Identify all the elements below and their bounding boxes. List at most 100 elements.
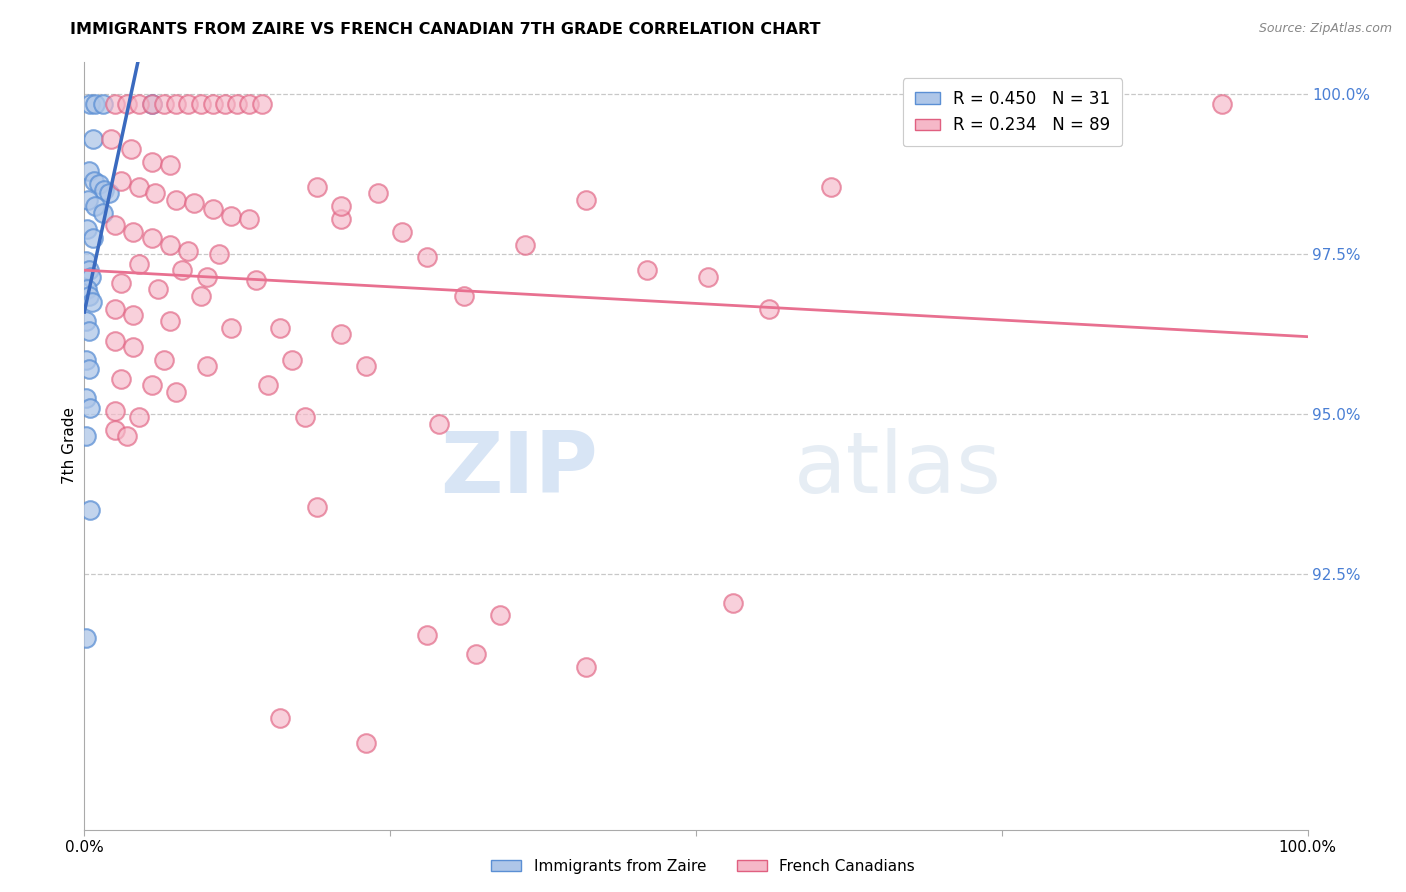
- Point: [575, 193, 598, 207]
- Point: [190, 289, 212, 303]
- Point: [354, 359, 377, 373]
- Point: [128, 410, 150, 425]
- Point: [575, 659, 598, 673]
- Point: [128, 97, 150, 112]
- Point: [110, 276, 132, 290]
- Point: [141, 97, 163, 112]
- Point: [77, 193, 100, 207]
- Point: [416, 627, 439, 641]
- Legend: Immigrants from Zaire, French Canadians: Immigrants from Zaire, French Canadians: [485, 853, 921, 880]
- Point: [257, 378, 280, 392]
- Point: [100, 132, 122, 146]
- Point: [269, 320, 291, 334]
- Point: [190, 97, 212, 112]
- Point: [75, 631, 97, 645]
- Point: [75, 253, 97, 268]
- Point: [208, 247, 231, 261]
- Point: [83, 174, 105, 188]
- Point: [1002, 97, 1025, 112]
- Point: [245, 273, 267, 287]
- Point: [453, 289, 475, 303]
- Point: [79, 401, 101, 415]
- Point: [84, 199, 107, 213]
- Point: [238, 212, 260, 227]
- Point: [238, 97, 260, 112]
- Point: [294, 410, 316, 425]
- Point: [330, 327, 353, 342]
- Point: [281, 352, 304, 367]
- Point: [80, 269, 103, 284]
- Point: [141, 154, 163, 169]
- Point: [77, 289, 100, 303]
- Point: [195, 269, 218, 284]
- Point: [97, 186, 120, 201]
- Point: [929, 97, 952, 112]
- Point: [214, 97, 236, 112]
- Point: [721, 596, 744, 610]
- Point: [115, 429, 138, 443]
- Point: [153, 352, 176, 367]
- Point: [250, 97, 273, 112]
- Point: [91, 97, 114, 112]
- Point: [77, 263, 100, 277]
- Point: [110, 372, 132, 386]
- Text: Source: ZipAtlas.com: Source: ZipAtlas.com: [1258, 22, 1392, 36]
- Point: [146, 282, 169, 296]
- Point: [77, 164, 100, 178]
- Point: [330, 199, 353, 213]
- Point: [141, 97, 163, 112]
- Legend: R = 0.450   N = 31, R = 0.234   N = 89: R = 0.450 N = 31, R = 0.234 N = 89: [903, 78, 1122, 146]
- Point: [330, 212, 353, 227]
- Point: [75, 429, 97, 443]
- Point: [104, 301, 127, 316]
- Point: [75, 391, 97, 405]
- Point: [128, 257, 150, 271]
- Point: [201, 97, 224, 112]
- Point: [305, 180, 328, 194]
- Point: [177, 244, 200, 258]
- Point: [172, 263, 194, 277]
- Point: [110, 174, 132, 188]
- Point: [636, 263, 658, 277]
- Point: [115, 97, 138, 112]
- Point: [513, 237, 536, 252]
- Point: [93, 183, 115, 197]
- Point: [82, 132, 104, 146]
- Point: [165, 384, 187, 399]
- Point: [76, 221, 98, 235]
- Point: [427, 417, 450, 431]
- Point: [697, 269, 720, 284]
- Point: [141, 378, 163, 392]
- Point: [820, 180, 842, 194]
- Point: [77, 362, 100, 376]
- Point: [159, 158, 181, 172]
- Point: [201, 202, 224, 217]
- Point: [367, 186, 389, 201]
- Point: [1211, 97, 1233, 112]
- Point: [104, 404, 127, 418]
- Point: [165, 97, 187, 112]
- Point: [219, 320, 242, 334]
- Point: [219, 209, 242, 223]
- Point: [128, 180, 150, 194]
- Point: [416, 251, 439, 265]
- Point: [269, 711, 291, 725]
- Point: [391, 225, 413, 239]
- Point: [79, 97, 101, 112]
- Point: [104, 334, 127, 348]
- Point: [464, 647, 486, 661]
- Point: [80, 295, 103, 310]
- Point: [91, 205, 114, 219]
- Point: [354, 736, 377, 750]
- Point: [104, 97, 127, 112]
- Point: [159, 237, 181, 252]
- Point: [226, 97, 249, 112]
- Point: [122, 308, 145, 322]
- Point: [87, 177, 110, 191]
- Point: [141, 231, 163, 245]
- Text: ZIP: ZIP: [440, 427, 598, 510]
- Point: [165, 193, 187, 207]
- Point: [195, 359, 218, 373]
- Text: IMMIGRANTS FROM ZAIRE VS FRENCH CANADIAN 7TH GRADE CORRELATION CHART: IMMIGRANTS FROM ZAIRE VS FRENCH CANADIAN…: [70, 22, 821, 37]
- Point: [104, 423, 127, 437]
